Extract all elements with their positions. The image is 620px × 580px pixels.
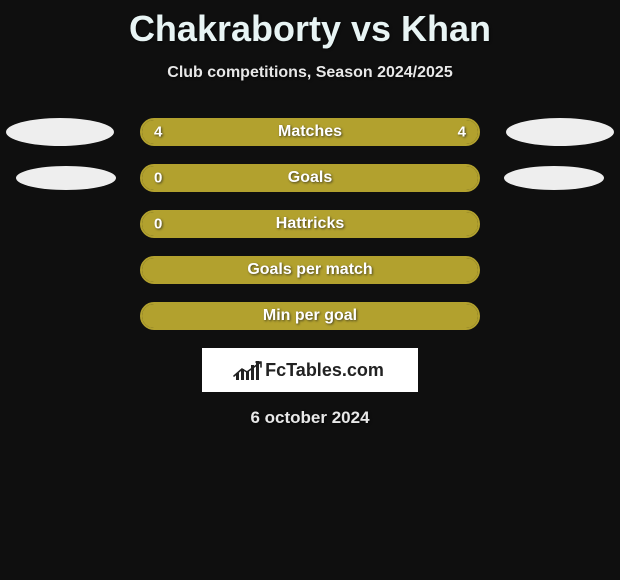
stat-label: Matches [278, 123, 342, 141]
stats-container: 4 4 Matches 0 Goals 0 Hattricks Goals per match… [0, 118, 620, 330]
stat-value-left: 4 [154, 124, 162, 141]
stat-row: Goals per match [0, 256, 620, 284]
stat-value-right: 4 [458, 124, 466, 141]
stat-bar: Min per goal [140, 302, 480, 330]
brand-label: FcTables.com [265, 360, 384, 381]
date-label: 6 october 2024 [0, 408, 620, 428]
page-title: Chakraborty vs Khan [0, 0, 620, 50]
stat-row: 0 Hattricks [0, 210, 620, 238]
stat-row: 0 Goals [0, 164, 620, 192]
player-right-oval [506, 118, 614, 146]
stat-bar: 0 Goals [140, 164, 480, 192]
stat-row: 4 4 Matches [0, 118, 620, 146]
brand-box: FcTables.com [202, 348, 418, 392]
stat-label: Min per goal [263, 307, 357, 325]
stat-bar: Goals per match [140, 256, 480, 284]
player-right-oval [504, 166, 604, 190]
stat-label: Hattricks [276, 215, 344, 233]
stat-bar: 0 Hattricks [140, 210, 480, 238]
stat-value-left: 0 [154, 216, 162, 233]
stat-value-left: 0 [154, 170, 162, 187]
stat-label: Goals per match [247, 261, 372, 279]
chart-icon [236, 360, 259, 380]
player-left-oval [6, 118, 114, 146]
page-subtitle: Club competitions, Season 2024/2025 [0, 64, 620, 82]
player-left-oval [16, 166, 116, 190]
stat-row: Min per goal [0, 302, 620, 330]
stat-label: Goals [288, 169, 332, 187]
stat-bar: 4 4 Matches [140, 118, 480, 146]
